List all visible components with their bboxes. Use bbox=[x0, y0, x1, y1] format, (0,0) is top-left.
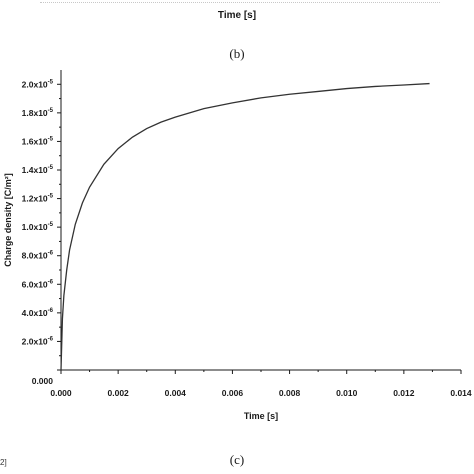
series-line bbox=[60, 82, 430, 371]
y-tick-label: 1.2x10-5 bbox=[22, 194, 54, 204]
x-tick-label: 0.010 bbox=[336, 388, 358, 398]
y-axis-title: Charge density [C/m²] bbox=[3, 173, 13, 267]
y-tick-label: 8.0x10-6 bbox=[22, 251, 54, 261]
panel-b-label: (b) bbox=[229, 46, 245, 61]
axes bbox=[60, 70, 461, 371]
x-tick-label: 0.008 bbox=[279, 388, 301, 398]
x-tick-label: 0.000 bbox=[50, 388, 72, 398]
y-tick-label: 6.0x10-6 bbox=[22, 279, 54, 289]
y-tick-label: 1.6x10-5 bbox=[22, 136, 54, 146]
y-tick-label: 2.0x10-6 bbox=[22, 336, 54, 346]
y-tick-label: 4.0x10-6 bbox=[22, 308, 54, 318]
x-ticks: 0.000 0.002 0.004 0.006 0.008 0.010 0.012 0.014 bbox=[50, 370, 472, 398]
panel-b-axis-remnant bbox=[40, 0, 440, 3]
x-tick-label: 0.014 bbox=[450, 388, 472, 398]
x-tick-label: 0.006 bbox=[222, 388, 244, 398]
cropped-label-fragment: 2] bbox=[0, 458, 7, 467]
y-tick-label: 1.8x10-5 bbox=[22, 108, 54, 118]
panel-b-x-axis-title: Time [s] bbox=[217, 10, 257, 21]
x-tick-label: 0.002 bbox=[108, 388, 130, 398]
y-tick-label: 0.000 bbox=[32, 376, 54, 386]
x-axis-title: Time [s] bbox=[244, 411, 278, 421]
y-tick-label: 2.0x10-5 bbox=[22, 79, 54, 89]
panel-c-label: (c) bbox=[229, 452, 245, 467]
y-tick-label: 1.0x10-5 bbox=[22, 222, 54, 232]
y-ticks: 0.000 2.0x10-6 4.0x10-6 6.0x10-6 8.0x10-6 1.0… bbox=[22, 79, 61, 386]
y-tick-label: 1.4x10-5 bbox=[22, 165, 54, 175]
x-tick-label: 0.004 bbox=[165, 388, 187, 398]
x-tick-label: 0.012 bbox=[393, 388, 415, 398]
